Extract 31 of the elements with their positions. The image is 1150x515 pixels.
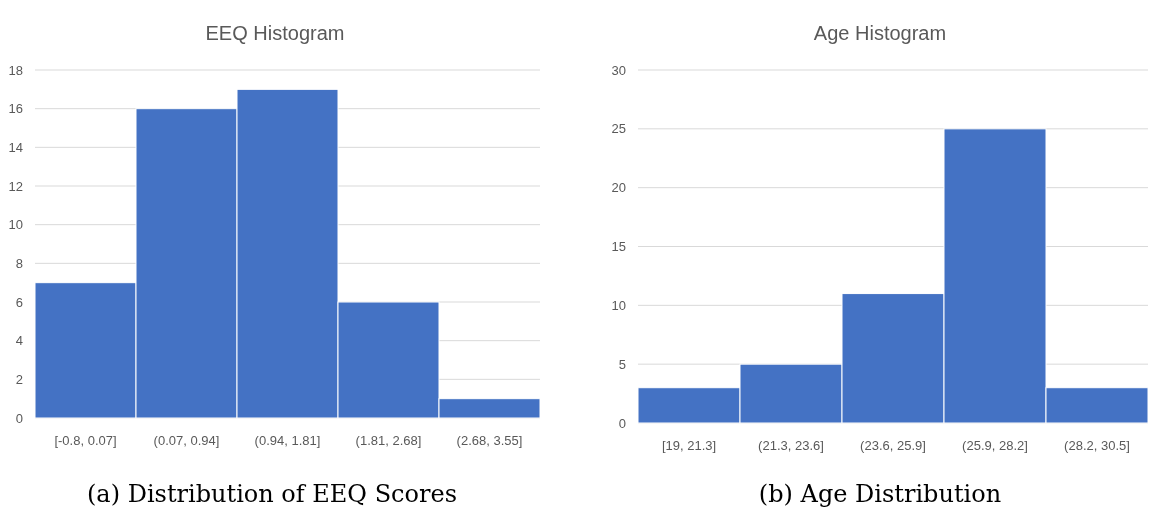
x-tick-label: (1.81, 2.68] (355, 433, 422, 448)
y-tick-label: 0 (618, 415, 626, 431)
text: (a) Distribution of EEQ Scores (87, 480, 457, 508)
x-tick-label: (2.68, 3.55] (456, 433, 523, 448)
y-tick-label: 10 (611, 297, 626, 313)
y-tick-label: 16 (8, 101, 23, 117)
y-tick-label: 4 (15, 333, 23, 349)
x-tick-label: (21.3, 23.6] (758, 438, 824, 453)
y-tick-label: 14 (8, 139, 23, 155)
chart-title: Age Histogram (813, 22, 947, 44)
text: (b) Age Distribution (758, 480, 1002, 508)
x-tick-label: (0.94, 1.81] (254, 433, 321, 448)
x-tick-label: (25.9, 28.2] (962, 438, 1028, 453)
x-tick-label: [19, 21.3] (661, 438, 717, 453)
x-tick-label: (0.07, 0.94] (153, 433, 220, 448)
y-tick-label: 10 (8, 217, 23, 233)
y-tick-label: 25 (611, 121, 626, 137)
y-tick-label: 5 (618, 356, 626, 372)
y-tick-label: 18 (8, 62, 23, 78)
y-tick-label: 15 (611, 239, 626, 255)
y-tick-label: 12 (8, 178, 23, 194)
x-tick-label: (28.2, 30.5] (1064, 438, 1130, 453)
chart-title: EEQ Histogram (205, 22, 345, 44)
y-tick-label: 6 (15, 294, 23, 310)
x-tick-label: (23.6, 25.9] (860, 438, 926, 453)
y-tick-label: 20 (611, 180, 626, 196)
y-tick-label: 8 (15, 255, 23, 271)
y-tick-label: 2 (15, 371, 23, 387)
x-tick-label: [-0.8, 0.07] (54, 433, 117, 448)
y-tick-label: 0 (15, 410, 23, 426)
y-tick-label: 30 (611, 62, 626, 78)
